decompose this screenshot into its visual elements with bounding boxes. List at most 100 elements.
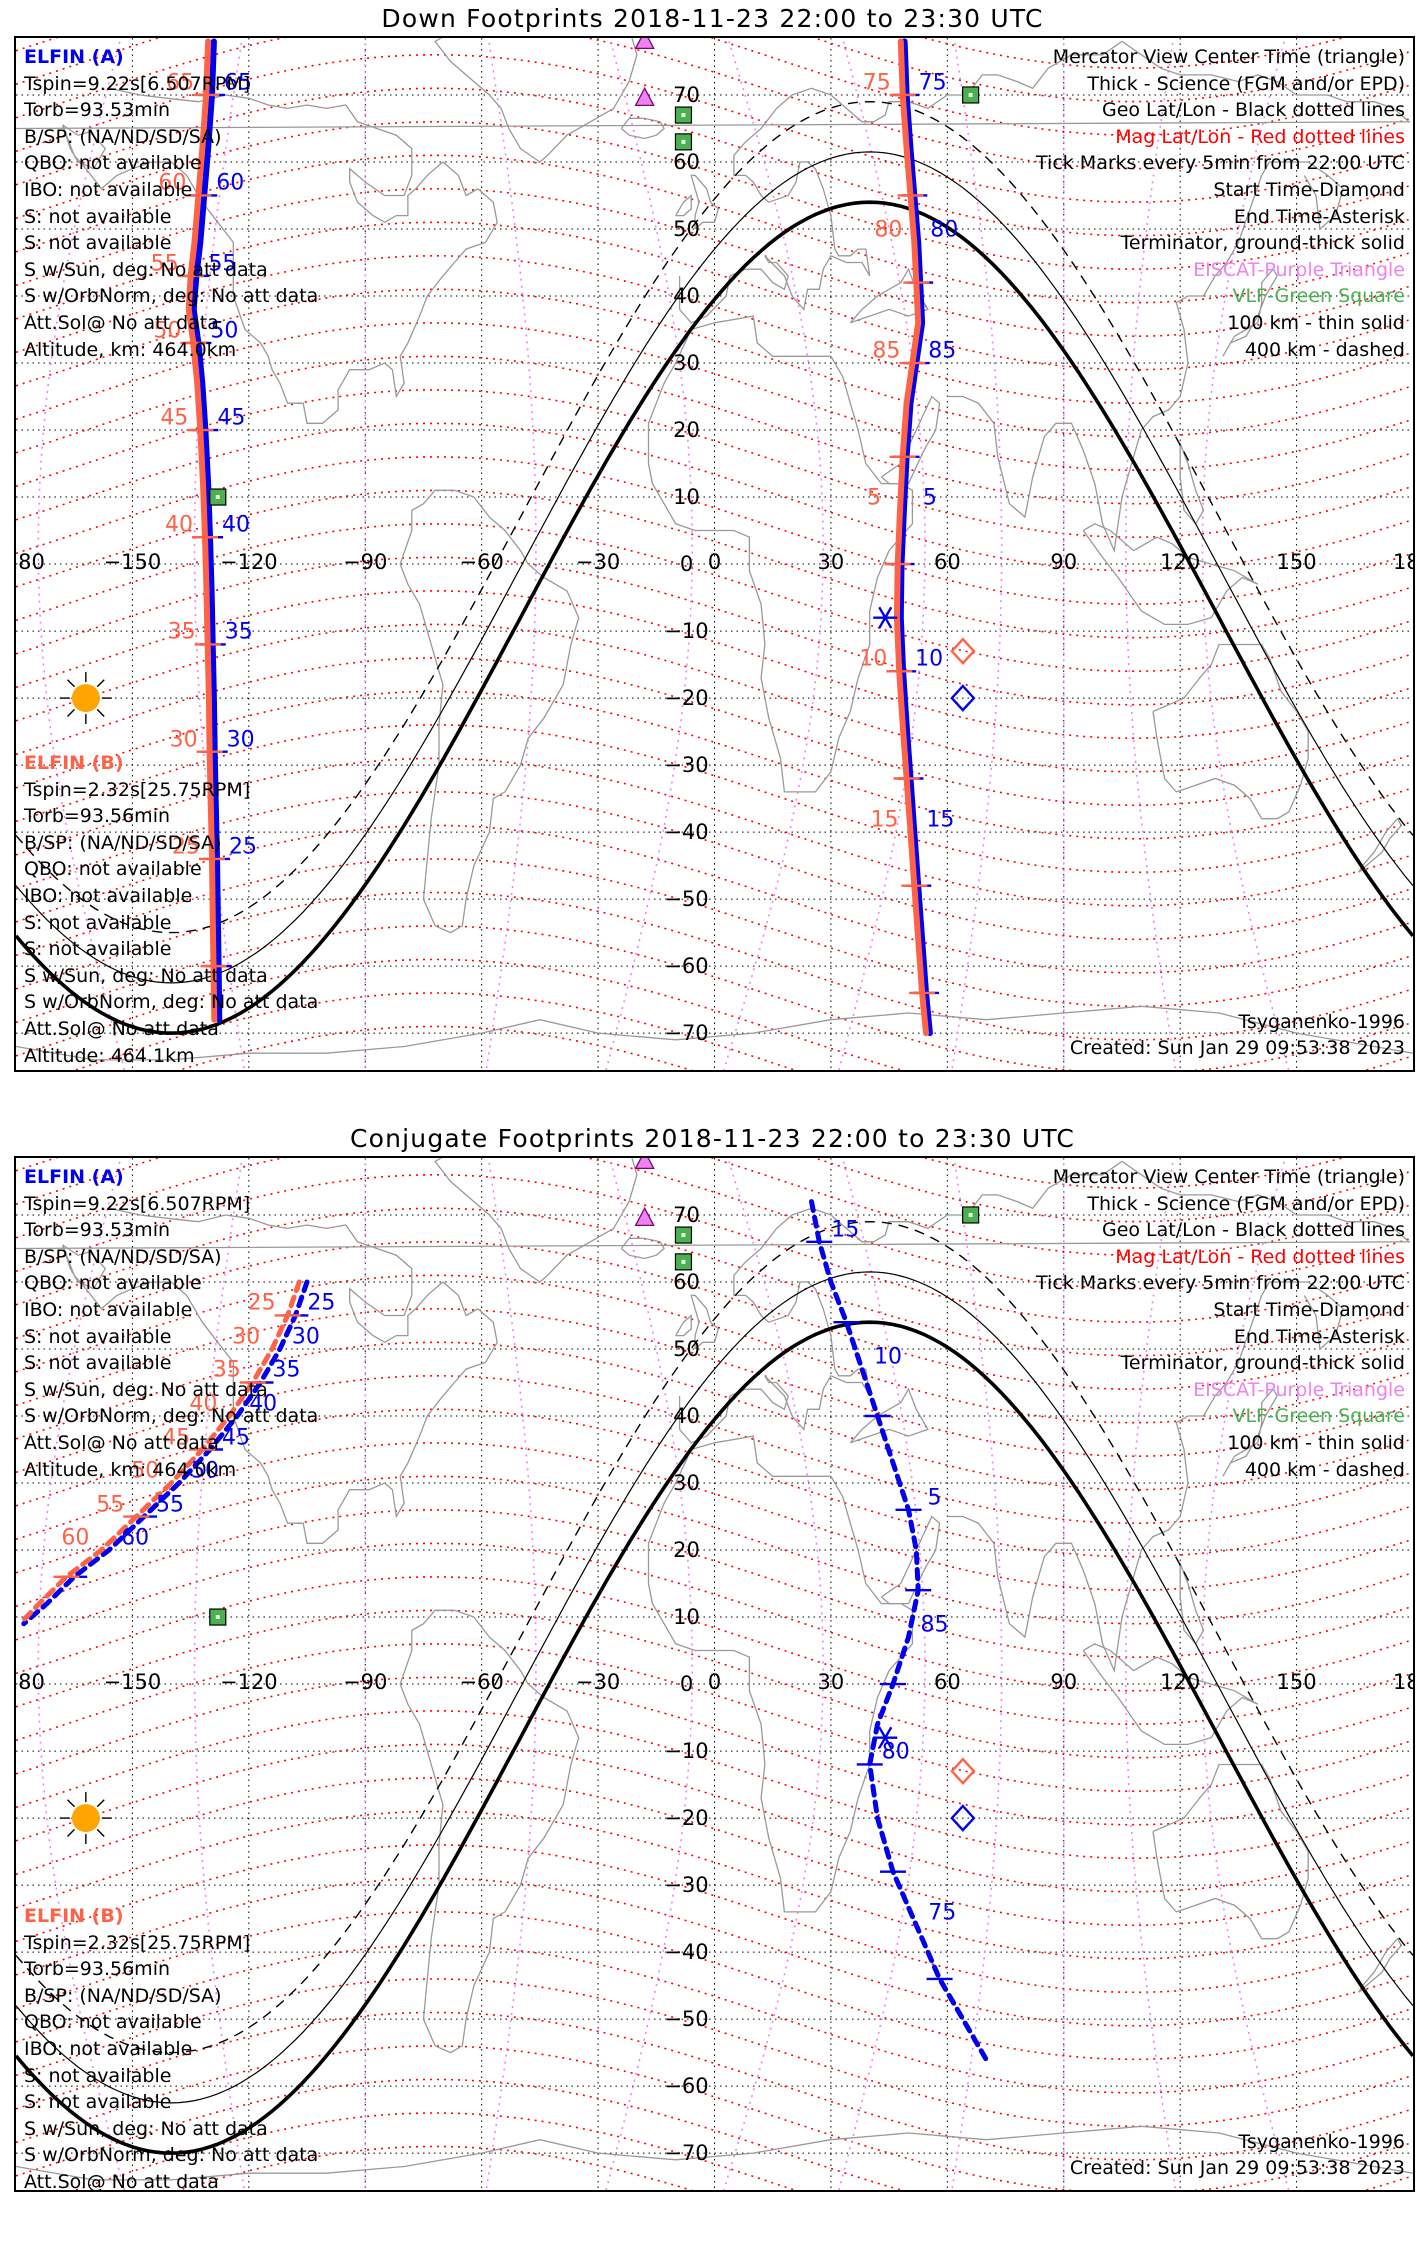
lon-tick-label: 60 xyxy=(933,550,961,575)
coastlines xyxy=(16,1158,1413,2181)
track-minute-label: 75 xyxy=(928,1900,957,1926)
lat-tick-label: −50 xyxy=(664,2007,709,2032)
track-minute-label: 10 xyxy=(915,646,944,672)
center-time-triangle xyxy=(634,1207,655,1226)
track-minute-label: 25 xyxy=(247,1290,276,1316)
footer-line: Created: Sun Jan 29 09:53:38 2023 xyxy=(1069,1037,1405,1060)
track-minute-label: 50 xyxy=(190,1458,219,1484)
lat-tick-label: −70 xyxy=(664,2141,709,2166)
info-block-elfin-b: ELFIN (B) Tspin=2.32s[25.75RPM] Torb=93.56… xyxy=(24,750,318,1069)
start-time-diamond-marker xyxy=(950,684,976,712)
terminator-400km xyxy=(16,1220,1413,2054)
orbit-tracks xyxy=(177,38,939,1037)
terminator-100km xyxy=(16,1271,1413,2104)
lon-tick-label: −180 xyxy=(16,1670,45,1695)
end-time-asterisk-marker xyxy=(873,1726,898,1749)
lat-tick-label: 40 xyxy=(673,1404,700,1428)
legend-item: Terminator, ground-thick solid xyxy=(1120,232,1405,255)
footer-line: Created: Sun Jan 29 09:53:38 2023 xyxy=(1069,2157,1405,2180)
track-minute-label: 80 xyxy=(930,217,959,243)
terminator-400km xyxy=(16,100,1413,934)
info-line: S w/Sun, deg: No att data xyxy=(24,2117,268,2140)
track-minute-label: 75 xyxy=(918,70,947,96)
lat-tick-label: 10 xyxy=(673,1605,700,1630)
orbit-track xyxy=(21,1279,310,1627)
track-minute-label: 35 xyxy=(272,1357,301,1383)
legend-item: Geo Lat/Lon - Black dotted lines xyxy=(1101,99,1405,122)
legend-item: Mag Lat/Lon - Red dotted lines xyxy=(1115,125,1405,148)
lon-tick-label: −30 xyxy=(575,550,621,575)
lat-tick-label: 60 xyxy=(673,149,700,174)
info-line: Tspin=2.32s[25.75RPM] xyxy=(24,778,251,801)
info-line: S w/Sun, deg: No att data xyxy=(24,964,268,987)
info-line: B/SP: (NA/ND/SD/SA) xyxy=(24,1245,222,1268)
panel-down: Down Footprints 2018-11-23 22:00 to 23:3… xyxy=(0,0,1425,1120)
track-minute-label: 50 xyxy=(210,318,239,344)
track-minute-label: 30 xyxy=(169,727,198,753)
legend-item: VLF-Green Square xyxy=(1232,1405,1405,1428)
track-minute-label: 85 xyxy=(928,338,957,364)
info-line: S: not available xyxy=(24,911,172,934)
orbit-track xyxy=(190,38,223,1023)
legend-item: Start Time-Diamond xyxy=(1213,1298,1405,1321)
track-minute-label: 45 xyxy=(222,1425,251,1450)
footer-line: Tsyganenko-1996 xyxy=(1238,2130,1405,2153)
lon-tick-label: 120 xyxy=(1160,1670,1201,1695)
info-line: IBO: not available xyxy=(24,1298,193,1321)
track-minute-label: 65 xyxy=(166,70,195,96)
panel-title-conjugate: Conjugate Footprints 2018-11-23 22:00 to… xyxy=(349,1124,1076,1153)
lon-tick-label: 60 xyxy=(933,1670,961,1695)
lon-tick-label: −90 xyxy=(343,1670,388,1695)
track-minute-label: 85 xyxy=(872,338,901,364)
lat-tick-label: 20 xyxy=(673,418,700,443)
footer-line: Tsyganenko-1996 xyxy=(1238,1010,1405,1033)
info-line: S: not available xyxy=(24,205,172,228)
info-line: Torb=93.56min xyxy=(24,1958,171,1981)
info-line: Altitude, km: 464.0km xyxy=(24,338,237,361)
info-line: Att.Sol@ No att data xyxy=(24,1431,219,1454)
orbit-track xyxy=(17,1279,302,1627)
lon-tick-label: 0 xyxy=(707,1670,722,1695)
info-line: S: not available xyxy=(24,2064,172,2087)
orbit-track xyxy=(897,38,933,1037)
terminator-ground xyxy=(16,1320,1413,2155)
lat-tick-label: −10 xyxy=(664,619,709,644)
track-minute-label: 15 xyxy=(831,1217,860,1243)
track-minute-label: 45 xyxy=(217,405,246,431)
terminator-ground xyxy=(16,200,1413,1035)
lon-tick-label: 30 xyxy=(817,550,845,575)
start-time-diamond-marker xyxy=(950,637,976,665)
legend-item: Start Time-Diamond xyxy=(1213,178,1405,201)
lat-tick-label: 70 xyxy=(673,82,700,107)
lat-tick-label: −40 xyxy=(664,820,709,845)
panel-conjugate: Conjugate Footprints 2018-11-23 22:00 to… xyxy=(0,1120,1425,2250)
lon-tick-label: 90 xyxy=(1050,550,1078,575)
lat-tick-label: −50 xyxy=(664,887,709,912)
info-line: S w/OrbNorm, deg: No att data xyxy=(24,285,319,308)
track-minute-label: 10 xyxy=(859,646,888,672)
lat-tick-label: 30 xyxy=(673,351,700,375)
info-line: Tspin=9.22s[6.507RPM] xyxy=(24,72,251,95)
track-minute-label: 35 xyxy=(224,619,253,645)
track-minute-label: 85 xyxy=(920,1612,949,1638)
lon-tick-label: 30 xyxy=(817,1670,845,1695)
lon-tick-label: 180 xyxy=(1392,550,1413,575)
coastlines xyxy=(16,38,1413,1061)
track-minute-label: 25 xyxy=(229,834,257,860)
track-minute-label: 25 xyxy=(307,1290,336,1316)
lat-tick-label: 60 xyxy=(673,1269,700,1294)
footer-block: Tsyganenko-1996 Created: Sun Jan 29 09:53… xyxy=(1070,1009,1405,1062)
lat-tick-label: 50 xyxy=(673,1336,700,1361)
lon-tick-label: −150 xyxy=(103,1670,162,1695)
legend-item: Tick Marks every 5min from 22:00 UTC xyxy=(1036,1272,1405,1295)
lat-tick-label: 0 xyxy=(679,552,694,577)
lon-tick-label: 180 xyxy=(1392,1670,1413,1695)
geo-grid xyxy=(16,1158,1413,2190)
info-line: QBO: not available xyxy=(24,152,202,175)
lat-tick-label: −20 xyxy=(664,1806,709,1831)
track-minute-label: 60 xyxy=(158,170,187,196)
legend-item: Thick - Science (FGM and/or EPD) xyxy=(1087,72,1405,95)
info-line: S: not available xyxy=(24,1325,172,1348)
lon-tick-label: −150 xyxy=(103,550,162,575)
track-minute-label: 35 xyxy=(167,619,196,645)
